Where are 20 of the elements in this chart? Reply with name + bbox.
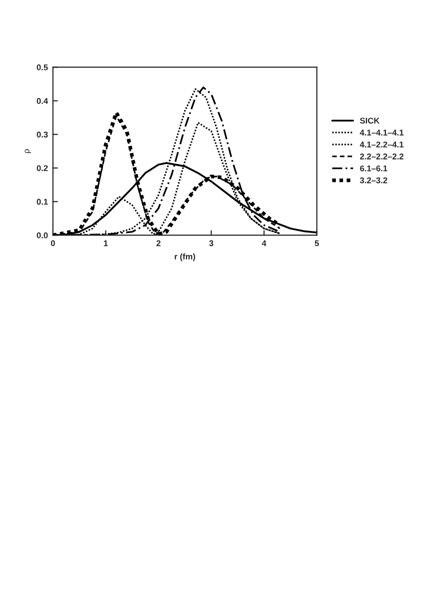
- x-tick-label: 2: [156, 240, 160, 246]
- legend-label: 4.1–4.1–4.1: [360, 130, 404, 136]
- legend-label: 4.1–2.2–4.1: [360, 142, 404, 148]
- y-axis-title: ρ: [24, 149, 31, 154]
- legend-label: 2.2–2.2–2.2: [360, 154, 404, 160]
- legend-label: 3.2–3.2: [360, 177, 388, 184]
- x-tick-label: 0: [50, 240, 55, 246]
- x-axis-title: r (fm): [174, 253, 196, 262]
- x-tick-label: 4: [262, 240, 266, 246]
- y-tick-label: 0.4: [36, 98, 48, 104]
- y-tick-label: 0.1: [36, 198, 48, 205]
- x-tick-label: 3: [209, 240, 214, 246]
- y-tick-label: 0.2: [36, 165, 48, 172]
- y-tick-label: 0.0: [36, 232, 48, 238]
- x-tick-label: 5: [314, 240, 319, 246]
- legend-label: 6.1–6.1: [360, 165, 388, 172]
- legend-label: SICK: [360, 118, 380, 124]
- y-tick-label: 0.3: [36, 132, 48, 138]
- x-tick-label: 1: [104, 240, 108, 246]
- y-tick-label: 0.5: [36, 64, 48, 70]
